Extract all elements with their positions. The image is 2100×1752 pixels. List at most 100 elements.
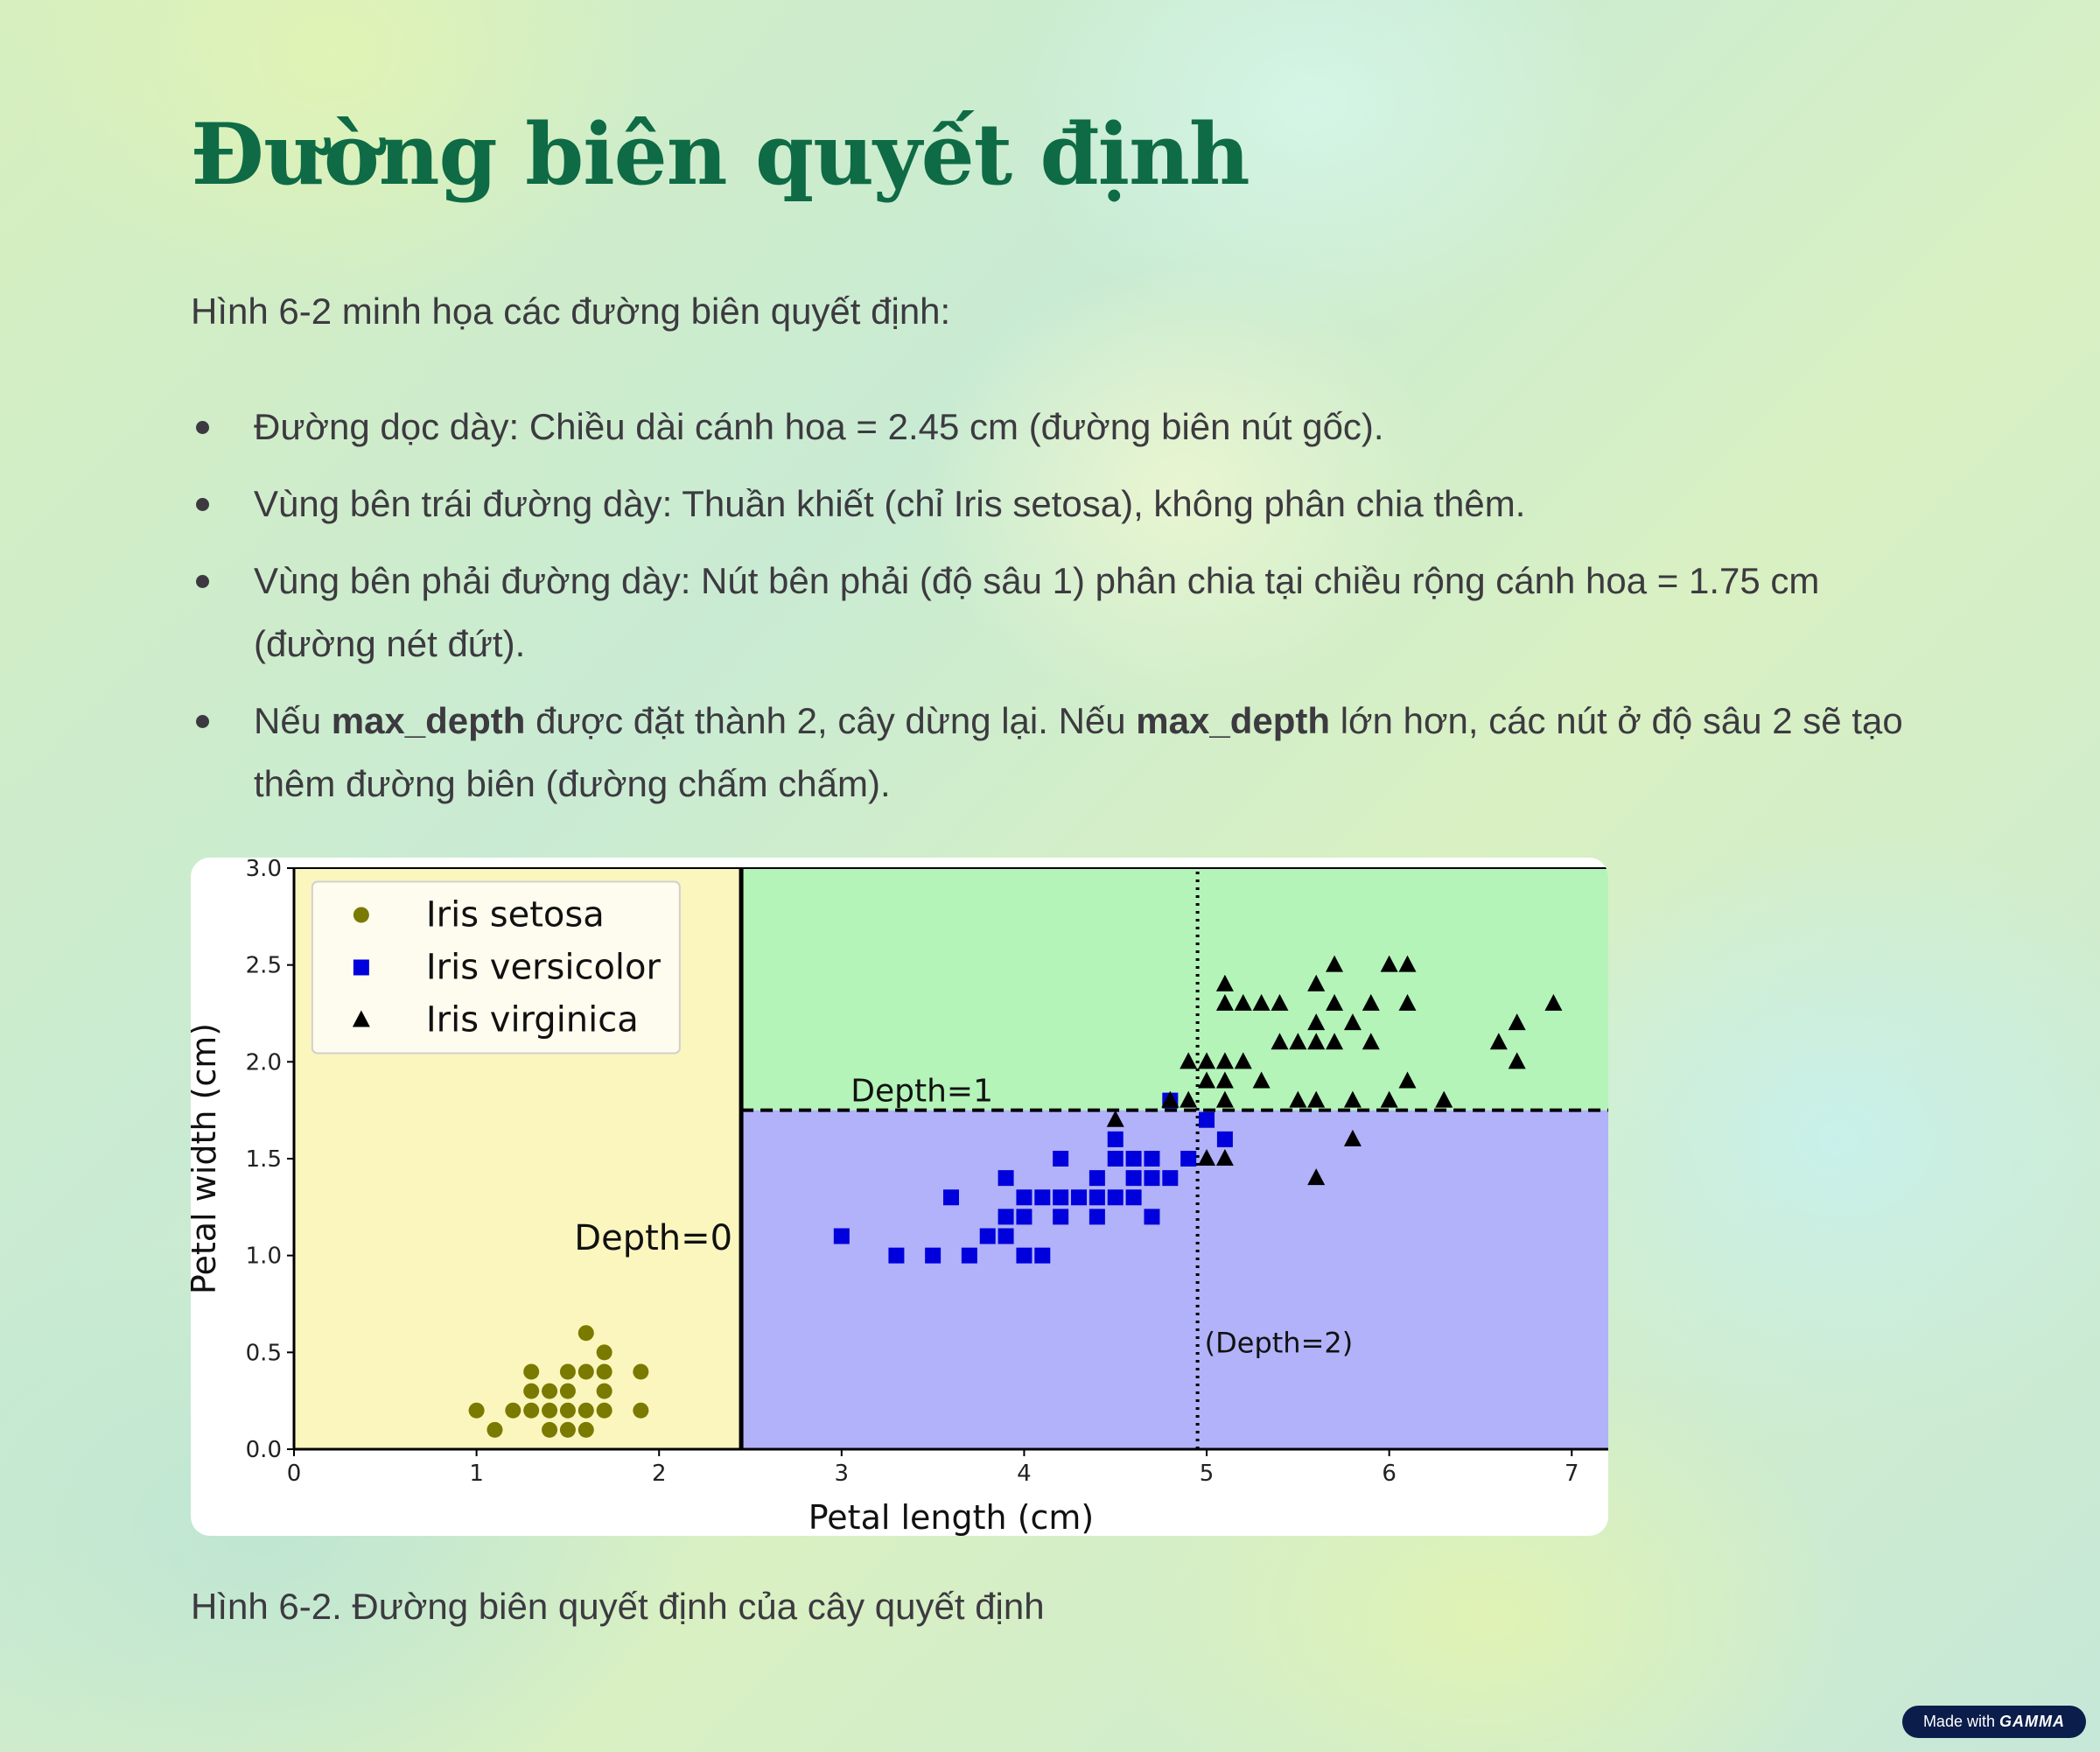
point-virginica xyxy=(1362,1033,1380,1050)
point-setosa xyxy=(578,1363,594,1380)
point-virginica xyxy=(1198,1149,1216,1166)
point-virginica xyxy=(1215,993,1234,1011)
point-setosa xyxy=(559,1421,576,1438)
point-versicolor xyxy=(998,1209,1014,1225)
region-versicolor xyxy=(741,1110,1608,1449)
point-versicolor xyxy=(1144,1151,1160,1167)
x-tick-label: 4 xyxy=(1017,1461,1032,1487)
x-axis-label: Petal length (cm) xyxy=(808,1498,1095,1536)
point-versicolor xyxy=(1034,1247,1051,1264)
chart-labels: Petal length (cm) Petal width (cm) Depth=0… xyxy=(191,1023,1353,1536)
point-virginica xyxy=(1307,1090,1326,1108)
x-tick-label: 5 xyxy=(1200,1461,1214,1487)
point-versicolor xyxy=(833,1228,850,1244)
region-virginica xyxy=(741,868,1608,1111)
point-virginica xyxy=(1435,1090,1453,1108)
decision-boundary-chart: 0 1 2 3 4 5 6 7 0.0 0.5 1.0 1.5 2.0 2.5 3.0 Petal leng… xyxy=(191,858,1608,1536)
bullet-list: Đường dọc dày: Chiều dài cánh hoa = 2.45… xyxy=(191,396,1923,830)
point-virginica xyxy=(1307,1168,1326,1186)
point-virginica xyxy=(1326,1033,1344,1050)
point-versicolor xyxy=(1071,1189,1088,1206)
x-tick-label: 2 xyxy=(652,1461,667,1487)
y-tick-label: 2.0 xyxy=(246,1049,282,1076)
point-virginica xyxy=(1326,955,1344,972)
point-versicolor xyxy=(1088,1189,1105,1206)
legend-label: Iris versicolor xyxy=(426,947,662,987)
point-virginica xyxy=(1234,1052,1252,1069)
label-depth1: Depth=1 xyxy=(850,1074,993,1110)
bullet-item: Nếu max_depth được đặt thành 2, cây dừng… xyxy=(191,690,1923,816)
point-setosa xyxy=(578,1402,594,1419)
point-versicolor xyxy=(1088,1209,1105,1225)
point-virginica xyxy=(1343,1090,1362,1108)
legend-label: Iris setosa xyxy=(426,894,605,935)
intro-text: Hình 6-2 minh họa các đường biên quyết đ… xyxy=(191,291,951,332)
bullet-text: Vùng bên phải đường dày: Nút bên phải (đ… xyxy=(254,560,1820,664)
y-tick-label: 0.5 xyxy=(246,1340,282,1366)
point-setosa xyxy=(596,1383,612,1399)
point-virginica xyxy=(1289,1090,1307,1108)
point-setosa xyxy=(596,1344,612,1361)
point-virginica xyxy=(1215,974,1234,992)
point-setosa xyxy=(486,1421,503,1438)
chart-legend: Iris setosa Iris versicolor Iris virginica xyxy=(311,880,681,1055)
point-virginica xyxy=(1106,1110,1124,1127)
point-versicolor xyxy=(998,1170,1014,1187)
point-virginica xyxy=(1326,993,1344,1011)
point-versicolor xyxy=(1125,1151,1142,1167)
point-virginica xyxy=(1508,1052,1526,1069)
point-versicolor xyxy=(1125,1170,1142,1187)
point-setosa xyxy=(542,1383,558,1399)
y-tick-label: 3.0 xyxy=(246,858,282,882)
point-virginica xyxy=(1180,1052,1198,1069)
point-virginica xyxy=(1180,1090,1198,1108)
bullet-text-bold: max_depth xyxy=(331,700,526,741)
chart-axes: 0 1 2 3 4 5 6 7 0.0 0.5 1.0 1.5 2.0 2.5 3.0 xyxy=(246,858,1608,1487)
made-with-gamma-badge[interactable]: Made with GAMMA xyxy=(1901,1706,2086,1738)
point-setosa xyxy=(559,1383,576,1399)
x-tick-label: 0 xyxy=(287,1461,302,1487)
point-virginica xyxy=(1398,955,1417,972)
legend-marker-virginica xyxy=(352,1010,370,1027)
point-setosa xyxy=(523,1363,540,1380)
point-setosa xyxy=(542,1421,558,1438)
point-virginica xyxy=(1307,1013,1326,1031)
point-virginica xyxy=(1544,993,1563,1011)
point-virginica xyxy=(1198,1071,1216,1089)
point-setosa xyxy=(559,1402,576,1419)
point-setosa xyxy=(633,1363,649,1380)
bullet-dot xyxy=(196,421,209,434)
point-virginica xyxy=(1215,1149,1234,1166)
label-depth2: (Depth=2) xyxy=(1205,1326,1354,1359)
bullet-text: Vùng bên trái đường dày: Thuần khiết (ch… xyxy=(254,483,1526,524)
point-versicolor xyxy=(888,1247,905,1264)
bullet-text: Đường dọc dày: Chiều dài cánh hoa = 2.45… xyxy=(254,406,1384,447)
point-versicolor xyxy=(943,1189,959,1206)
x-tick-label: 3 xyxy=(835,1461,850,1487)
point-versicolor xyxy=(1053,1189,1069,1206)
point-versicolor xyxy=(961,1247,977,1264)
point-versicolor xyxy=(1144,1209,1160,1225)
point-virginica xyxy=(1307,974,1326,992)
point-versicolor xyxy=(1125,1189,1142,1206)
bullet-text-part: lớn hơn, các nút ở độ sâu 2 sẽ tạo thêm … xyxy=(254,700,1903,804)
point-versicolor xyxy=(1016,1189,1032,1206)
point-virginica xyxy=(1215,1071,1234,1089)
chart-boundaries xyxy=(738,868,1608,1449)
point-versicolor xyxy=(1016,1247,1032,1264)
point-virginica xyxy=(1398,1071,1417,1089)
x-tick-label: 6 xyxy=(1382,1461,1396,1487)
point-virginica xyxy=(1398,993,1417,1011)
chart-svg: 0 1 2 3 4 5 6 7 0.0 0.5 1.0 1.5 2.0 2.5 3.0 Petal leng… xyxy=(191,858,1608,1536)
point-versicolor xyxy=(1053,1209,1069,1225)
point-virginica xyxy=(1252,1071,1270,1089)
point-setosa xyxy=(578,1325,594,1342)
point-setosa xyxy=(596,1402,612,1419)
legend-marker-setosa xyxy=(353,907,369,923)
point-setosa xyxy=(559,1363,576,1380)
point-virginica xyxy=(1343,1129,1362,1146)
point-virginica xyxy=(1307,1033,1326,1050)
legend-label: Iris virginica xyxy=(426,999,639,1040)
label-depth0: Depth=0 xyxy=(574,1218,732,1258)
point-virginica xyxy=(1362,993,1380,1011)
